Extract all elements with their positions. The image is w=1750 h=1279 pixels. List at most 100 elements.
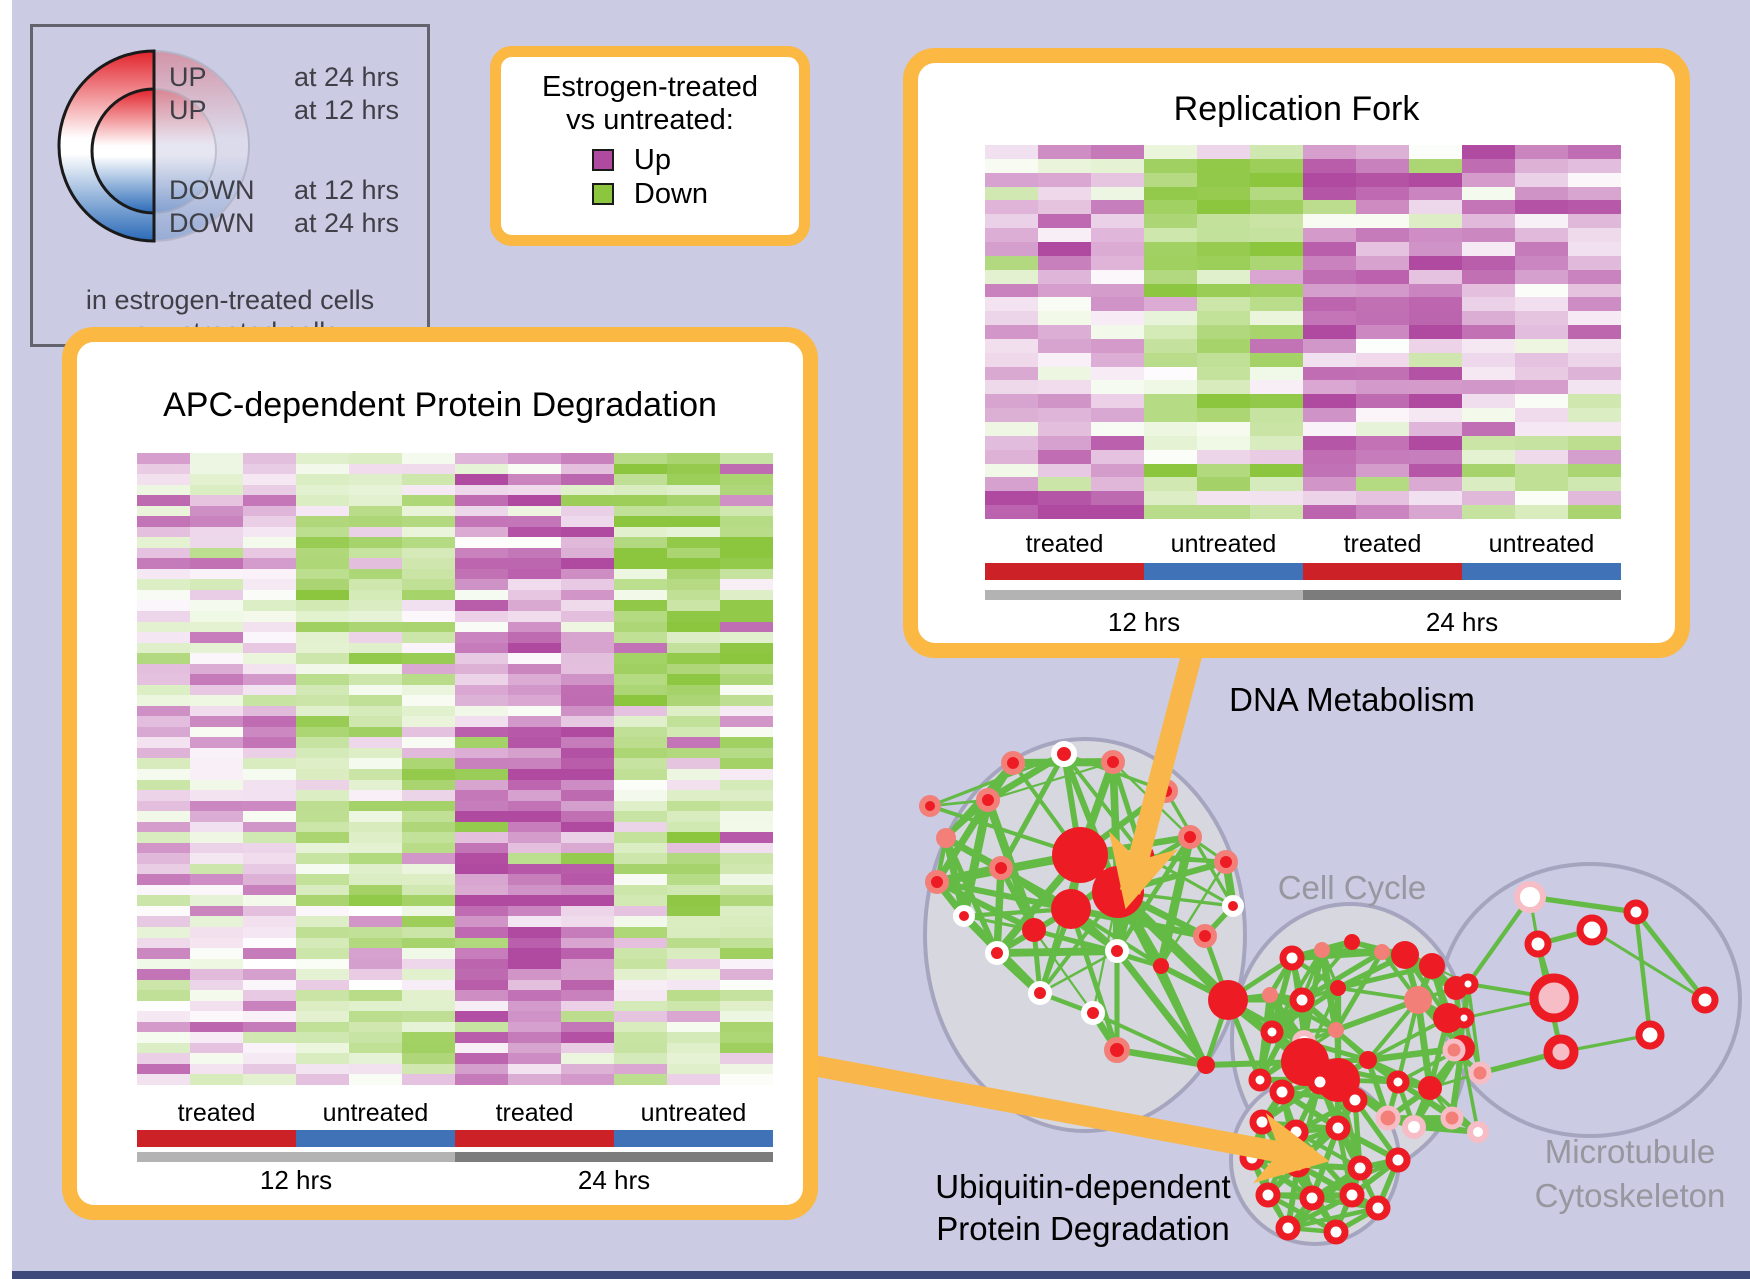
heatmap-cell [508, 842, 561, 854]
heatmap-cell [296, 600, 349, 611]
network-edge [1633, 911, 1653, 1036]
heatmap-cell [190, 453, 243, 464]
heatmap-cell [243, 547, 296, 559]
heatmap-cell [137, 969, 190, 980]
network-edge [996, 947, 1118, 957]
heatmap-cell [243, 484, 296, 496]
heatmap-cell [296, 747, 349, 759]
heatmap-cell [561, 811, 614, 822]
heatmap-cell [1356, 463, 1409, 478]
heatmap-cell [349, 716, 402, 727]
network-edge [994, 949, 1043, 997]
network-edge [1387, 1115, 1479, 1135]
heatmap-cell [614, 927, 667, 938]
heatmap-cell [1515, 338, 1568, 353]
heatmap-cell [349, 800, 402, 812]
network-edge [935, 880, 999, 955]
heatmap-cell [561, 600, 614, 611]
heatmap-cell [667, 642, 720, 654]
heatmap-cell [1356, 186, 1409, 201]
heatmap-cell [402, 1074, 455, 1085]
heatmap-cell [1515, 158, 1568, 173]
network-label: Microtubule [1544, 1133, 1716, 1170]
network-node [1292, 1030, 1316, 1054]
heatmap-cell [296, 937, 349, 949]
network-edge [1535, 943, 1564, 1053]
network-edge [1268, 993, 1338, 1032]
heatmap-cell [508, 621, 561, 633]
heatmap-cell [243, 821, 296, 833]
heatmap-cell [137, 853, 190, 864]
network-node [1262, 987, 1278, 1003]
network-edge [934, 879, 967, 919]
network-edge [1452, 1048, 1482, 1075]
network-edge [1202, 935, 1231, 1001]
heatmap-cell [667, 484, 720, 496]
network-edge [1079, 853, 1227, 864]
heatmap-cell [1303, 325, 1356, 339]
heatmap-cell [349, 979, 402, 991]
heatmap-cell [296, 674, 349, 685]
heatmap-cell [190, 505, 243, 517]
heatmap-cell [296, 1074, 349, 1085]
heatmap-cell [1356, 311, 1409, 326]
time-label: at 12 hrs [293, 175, 399, 205]
network-node [985, 941, 1009, 965]
heatmap-cell [614, 758, 667, 769]
heatmap-cell [1250, 269, 1303, 284]
heatmap-cell [402, 863, 455, 875]
network-edge [1295, 1163, 1339, 1234]
network-edge [1386, 1085, 1432, 1121]
heatmap-cell [402, 800, 455, 812]
heatmap-cell [1303, 449, 1356, 464]
heatmap-cell [667, 705, 720, 717]
heatmap-cell [985, 449, 1038, 464]
heatmap-cell [455, 1000, 508, 1012]
heatmap-cell [296, 811, 349, 822]
heatmap-cell [508, 516, 561, 527]
heatmap-cell [243, 863, 296, 875]
heatmap-cell [1462, 241, 1515, 256]
heatmap-cell [349, 526, 402, 538]
network-edge [1222, 861, 1237, 907]
network-edge [1287, 1205, 1379, 1231]
heatmap-cell [402, 537, 455, 548]
network-node [1418, 1076, 1442, 1100]
heatmap-cell [508, 821, 561, 833]
network-edge [1265, 1130, 1299, 1197]
network-edge [1033, 928, 1118, 953]
heatmap-cell [561, 695, 614, 706]
heatmap-cell [720, 632, 773, 643]
heatmap-cell [1038, 366, 1091, 381]
heatmap-cell [561, 726, 614, 738]
heatmap-cell [190, 863, 243, 875]
network-edge [1381, 949, 1433, 969]
heatmap-cell [508, 537, 561, 548]
heatmap-cell [296, 558, 349, 569]
heatmap-cell [508, 832, 561, 843]
heatmap-cell [137, 863, 190, 875]
network-edge [1291, 948, 1323, 960]
heatmap-cell [561, 790, 614, 801]
network-node [1154, 779, 1178, 803]
network-edge [1293, 1131, 1315, 1199]
heatmap-cell [1515, 186, 1568, 201]
network-edge [1416, 997, 1450, 1021]
heatmap-cell [720, 568, 773, 580]
heatmap-cell [614, 484, 667, 496]
network-edge [1069, 834, 1192, 912]
heatmap-cell [561, 463, 614, 475]
heatmap-cell [296, 705, 349, 717]
heatmap-cell [561, 484, 614, 496]
comparison-title-line2: vs untreated: [566, 104, 734, 136]
heatmap-cell [190, 800, 243, 812]
heatmap-cell [296, 737, 349, 748]
heatmap-cell [720, 747, 773, 759]
heatmap-cell [1409, 408, 1462, 423]
heatmap-cell [296, 863, 349, 875]
network-edge [1070, 905, 1206, 940]
heatmap-cell [190, 958, 243, 970]
network-edge [1033, 907, 1072, 932]
network-edge [1367, 1016, 1449, 1062]
heatmap-cell [349, 1032, 402, 1043]
